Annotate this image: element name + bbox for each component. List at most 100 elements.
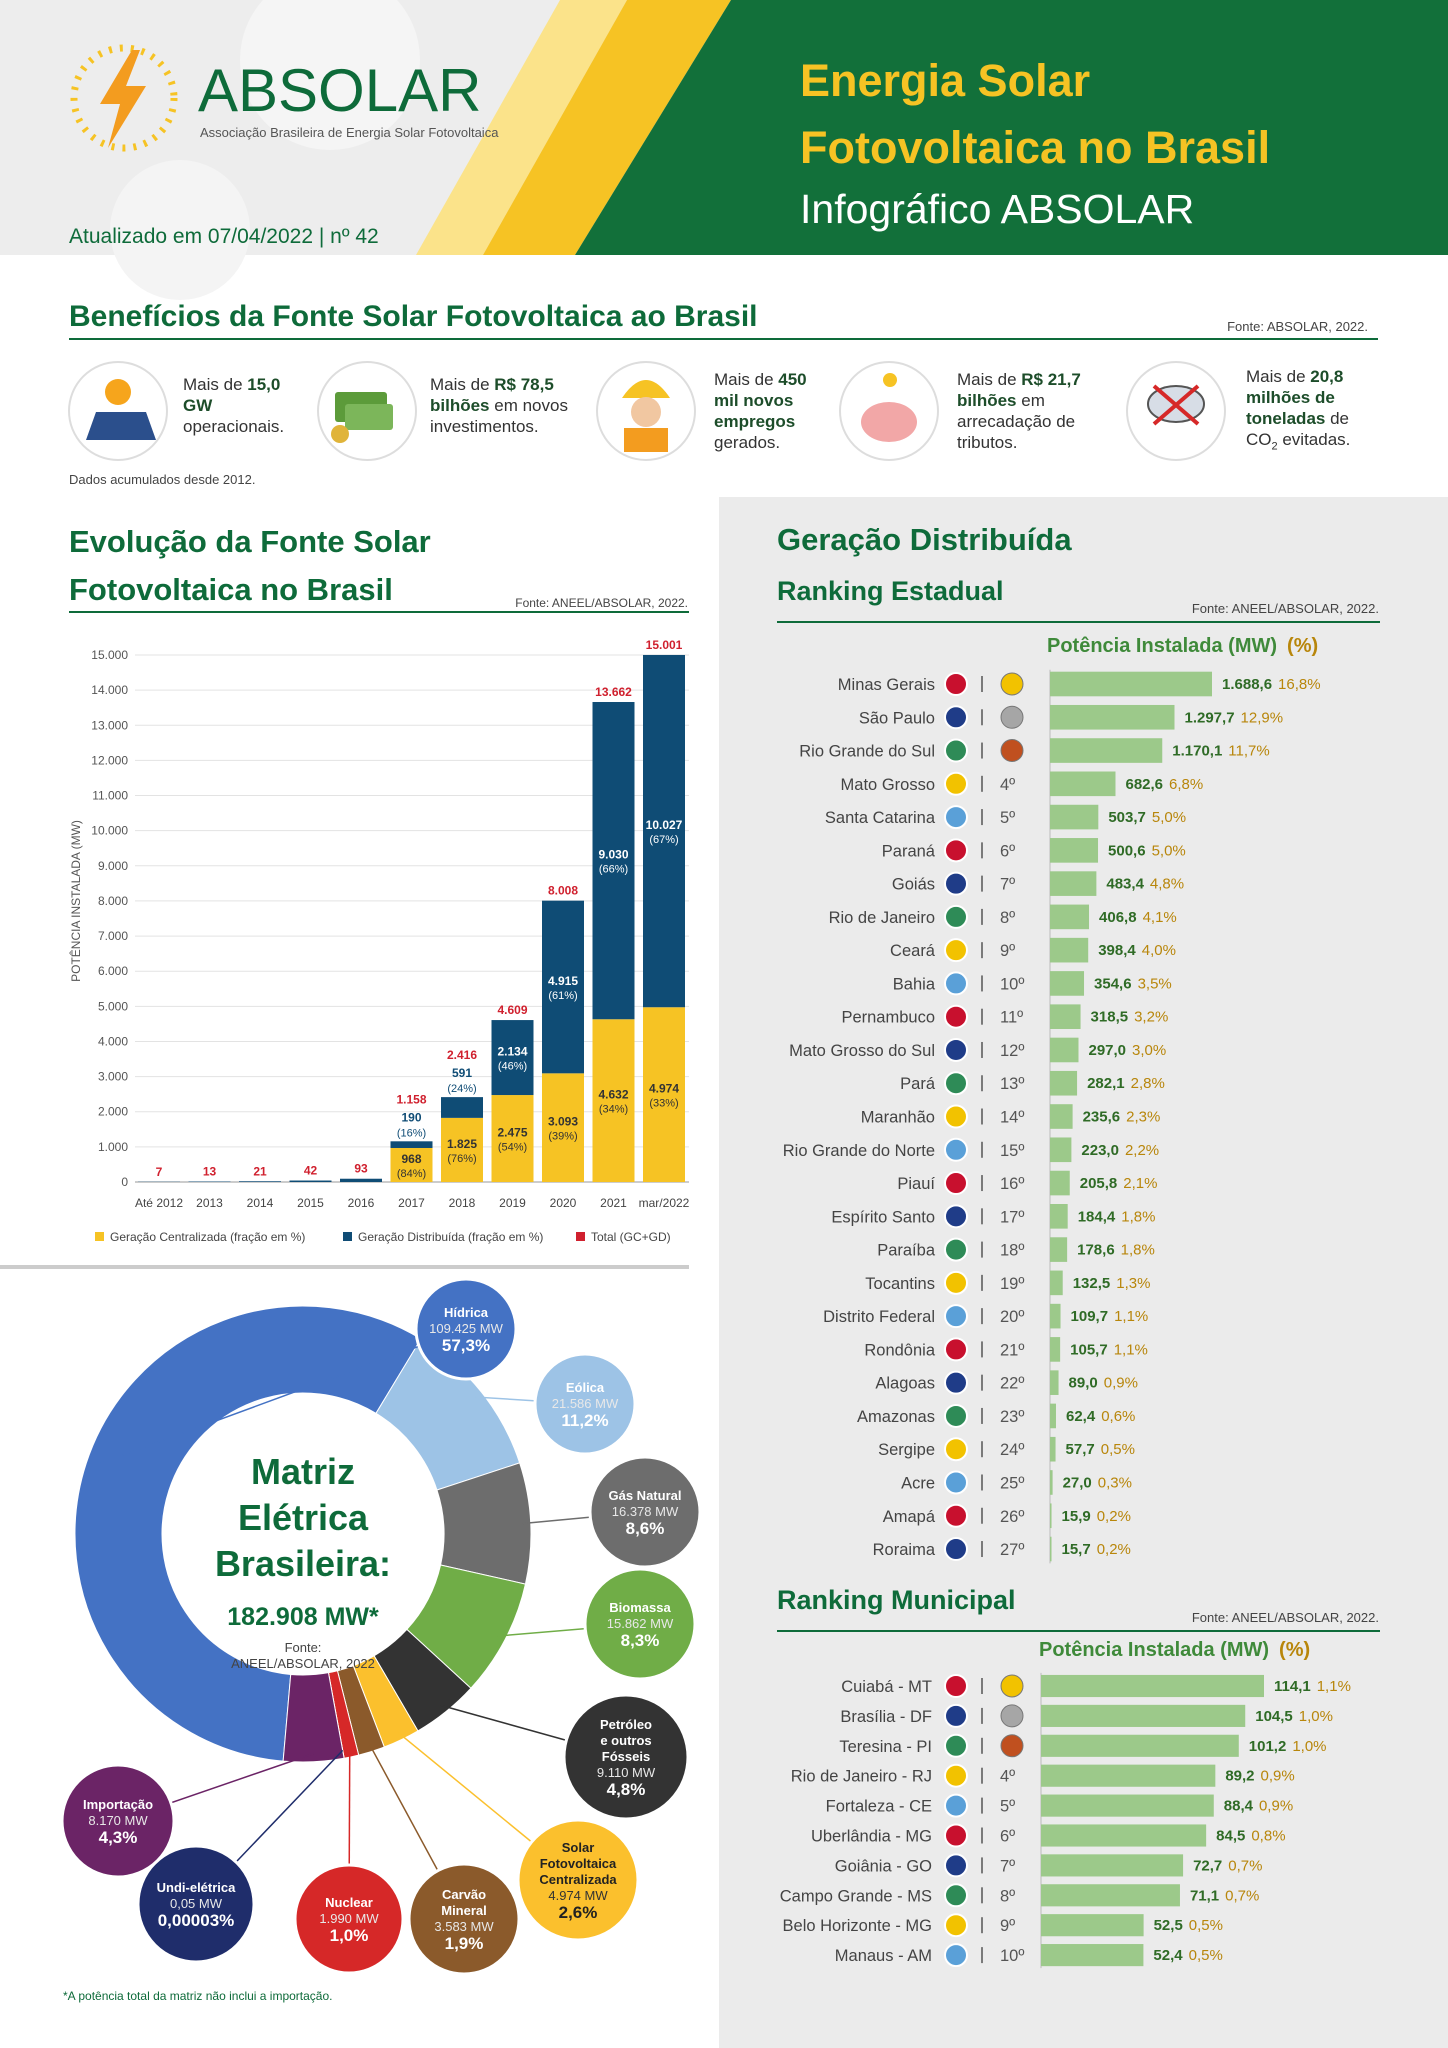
benefit-text-part: Mais de [957,370,1022,389]
bar [1050,1337,1061,1362]
legend-label: Geração Distribuída (fração em %) [358,1230,543,1244]
flag [944,1004,968,1029]
bar [1050,771,1116,797]
benefit-text-part: operacionais. [183,417,285,436]
section-title: Benefícios da Fonte Solar Fotovoltaica a… [69,300,758,333]
callout-bubble [136,1844,256,1964]
y-tick-label: 10.000 [91,824,128,838]
total-label: 93 [354,1162,368,1176]
category-label: Tocantins [865,1275,935,1293]
category-label: Roraima [873,1541,936,1559]
benefit-text-part: Mais de [1246,367,1311,386]
y-tick-label: 13.000 [91,718,128,732]
callout-value: 16.378 MW [612,1504,679,1519]
bar-centralized [643,1007,685,1182]
category-label: Paraíba [877,1242,936,1260]
benefit-text: Mais de 20,8 milhões de toneladas de CO2… [1246,366,1376,457]
bar [1050,804,1099,830]
share-label: (66%) [599,864,628,876]
total-label: 4.609 [497,1003,527,1017]
medal [1000,1704,1024,1728]
callout-name: Eólica [566,1380,605,1395]
benefit-text-part: gerados. [714,433,781,452]
callout-name: Centralizada [539,1872,617,1887]
y-tick-label: 12.000 [91,753,128,767]
callout-bubble [533,1352,637,1456]
value-label: 178,6 [1077,1242,1115,1259]
benefit-text-part: 2 [1271,440,1278,453]
icon-vest [624,428,668,452]
bar-distributed [441,1097,483,1118]
percent-label: 1,8% [1121,1208,1155,1225]
percent-label: 0,7% [1228,1857,1262,1874]
benefit-text-part: Mais de [430,375,495,394]
donut-source: Fonte: [285,1640,322,1655]
benefit-text-part: de CO [1246,409,1349,449]
bar [1050,1470,1053,1495]
callout-bubble [516,1818,640,1942]
bar [1050,904,1090,930]
bar-distributed [390,1141,433,1148]
benefit-text: Mais de R$ 78,5 bilhões em novos investi… [430,374,580,437]
callout-name: Gás Natural [609,1488,682,1503]
header-stripe [483,0,731,255]
value-label: 114,1 [1274,1678,1311,1695]
callout-name: Carvão [442,1887,486,1902]
rank-label: 18º [1000,1242,1024,1260]
total-label: 1.158 [396,1092,426,1106]
icon-coin [883,373,897,387]
value-header: Potência Instalada (MW) [1047,635,1277,657]
header-decoration [240,0,420,150]
header-title: Fotovoltaica no Brasil [800,122,1270,173]
percent-label: 11,7% [1228,743,1269,760]
benefit-text-part: R$ 21,7 bilhões [957,370,1081,410]
rank-label: 8º [1000,909,1015,927]
flag [944,1674,968,1698]
flag [944,1337,968,1362]
percent-label: 2,8% [1131,1075,1165,1092]
percent-label: 0,5% [1189,1947,1223,1964]
flag [944,1171,968,1196]
bar [1050,738,1163,763]
total-label: 13.662 [595,685,632,699]
bar [1050,1303,1061,1329]
value-label: 132,5 [1073,1275,1111,1292]
percent-label: 1,0% [1299,1708,1333,1725]
medal [1000,739,1024,763]
callout-name: Fósseis [602,1749,650,1764]
value-label: 89,0 [1069,1375,1098,1392]
bar-centralized [491,1095,534,1182]
bar [1050,1070,1078,1096]
bar [1050,704,1175,730]
callout-percent: 57,3% [442,1336,490,1355]
callout-name: Solar [562,1840,595,1855]
callout-percent: 2,6% [559,1903,598,1922]
flag [944,1304,968,1329]
bar-distributed [491,1020,534,1096]
donut-total: 182.908 MW* [227,1603,379,1631]
bar [1050,1503,1052,1529]
header-stripe [416,0,627,255]
value-label: 15,9 [1062,1508,1091,1525]
value-label: 2.134 [497,1045,527,1059]
icon-coin [331,425,349,443]
percent-label: 0,6% [1101,1408,1135,1425]
flag [944,738,968,763]
total-label: 15.001 [646,638,683,652]
category-label: Minas Gerais [838,676,935,694]
percent-label: 1,1% [1317,1678,1351,1695]
flag [944,1037,968,1062]
share-label: (24%) [447,1083,476,1095]
legend-swatch [343,1232,352,1241]
y-tick-label: 2.000 [98,1105,128,1119]
category-label: Paraná [882,842,936,860]
bar-distributed [643,654,685,1008]
share-label: (46%) [498,1061,527,1073]
rank-label: 26º [1000,1508,1024,1526]
bar [1050,1104,1073,1129]
icon-money [345,404,393,430]
value-label: 89,2 [1225,1768,1254,1785]
category-label: Cuiabá - MT [841,1678,932,1696]
rank-label: 6º [1000,842,1015,860]
percent-label: 5,0% [1152,809,1186,826]
